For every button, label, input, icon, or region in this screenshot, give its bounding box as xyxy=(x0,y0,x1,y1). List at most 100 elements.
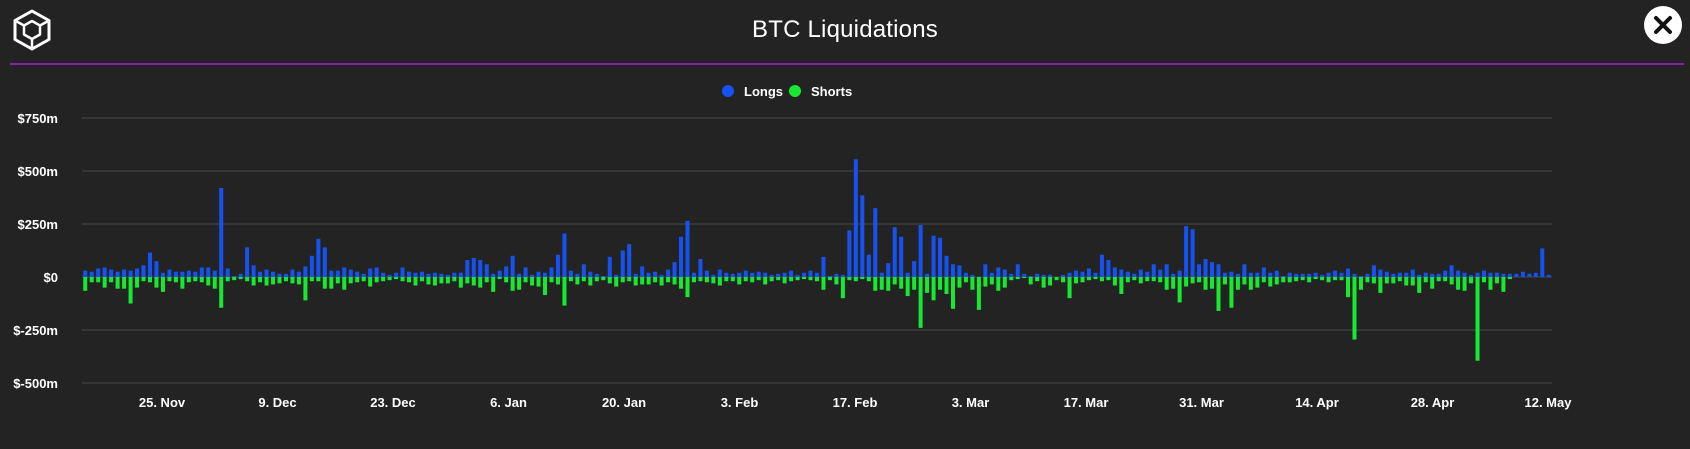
bar-shorts[interactable] xyxy=(368,277,373,287)
bar-longs[interactable] xyxy=(938,237,943,277)
bar-shorts[interactable] xyxy=(827,277,832,281)
bar-shorts[interactable] xyxy=(510,277,515,291)
bar-longs[interactable] xyxy=(517,273,522,277)
bar-shorts[interactable] xyxy=(387,277,392,281)
bar-shorts[interactable] xyxy=(1378,277,1383,293)
bar-longs[interactable] xyxy=(711,274,716,277)
bar-longs[interactable] xyxy=(1119,269,1124,277)
bar-longs[interactable] xyxy=(581,264,586,277)
bar-longs[interactable] xyxy=(607,256,612,277)
bar-longs[interactable] xyxy=(1255,272,1260,277)
bar-longs[interactable] xyxy=(1378,269,1383,277)
bar-longs[interactable] xyxy=(400,267,405,277)
bar-shorts[interactable] xyxy=(970,277,975,290)
bar-shorts[interactable] xyxy=(1210,277,1215,289)
bar-longs[interactable] xyxy=(549,267,554,277)
bar-shorts[interactable] xyxy=(782,277,787,284)
bar-shorts[interactable] xyxy=(549,277,554,283)
bar-longs[interactable] xyxy=(225,268,230,277)
bar-longs[interactable] xyxy=(1261,267,1266,277)
bar-longs[interactable] xyxy=(879,272,884,277)
bar-longs[interactable] xyxy=(1138,269,1143,277)
bar-longs[interactable] xyxy=(1333,270,1338,277)
bar-longs[interactable] xyxy=(374,267,379,277)
bar-shorts[interactable] xyxy=(1501,277,1506,292)
bar-shorts[interactable] xyxy=(1346,277,1351,298)
bar-shorts[interactable] xyxy=(1190,277,1195,284)
close-button[interactable] xyxy=(1644,6,1682,44)
bar-longs[interactable] xyxy=(1099,254,1104,277)
bar-longs[interactable] xyxy=(1106,260,1111,277)
bar-longs[interactable] xyxy=(245,247,250,277)
bar-shorts[interactable] xyxy=(1112,277,1117,286)
bar-longs[interactable] xyxy=(970,274,975,277)
bar-shorts[interactable] xyxy=(1203,277,1208,290)
bar-shorts[interactable] xyxy=(329,277,334,289)
bar-shorts[interactable] xyxy=(737,277,742,285)
bar-shorts[interactable] xyxy=(1274,277,1279,285)
bar-shorts[interactable] xyxy=(614,277,619,287)
bar-longs[interactable] xyxy=(1184,226,1189,277)
bar-longs[interactable] xyxy=(135,268,140,277)
bar-longs[interactable] xyxy=(510,255,515,277)
bar-shorts[interactable] xyxy=(413,277,418,286)
bar-longs[interactable] xyxy=(128,270,133,277)
bar-longs[interactable] xyxy=(1145,271,1150,277)
bar-shorts[interactable] xyxy=(1054,277,1059,281)
bar-shorts[interactable] xyxy=(938,277,943,290)
bar-shorts[interactable] xyxy=(1300,277,1305,281)
bar-longs[interactable] xyxy=(912,261,917,277)
bar-longs[interactable] xyxy=(1112,267,1117,277)
bar-shorts[interactable] xyxy=(666,277,671,283)
bar-longs[interactable] xyxy=(633,273,638,277)
bar-longs[interactable] xyxy=(1520,271,1525,277)
bar-longs[interactable] xyxy=(562,233,567,277)
bar-shorts[interactable] xyxy=(478,277,483,288)
bar-longs[interactable] xyxy=(1501,273,1506,277)
bar-longs[interactable] xyxy=(944,255,949,277)
bar-shorts[interactable] xyxy=(147,277,152,283)
bar-shorts[interactable] xyxy=(1352,277,1357,340)
bar-longs[interactable] xyxy=(206,267,211,277)
bar-longs[interactable] xyxy=(1410,269,1415,277)
bar-shorts[interactable] xyxy=(905,277,910,297)
bar-shorts[interactable] xyxy=(381,277,386,282)
bar-longs[interactable] xyxy=(588,271,593,277)
bar-shorts[interactable] xyxy=(996,277,1001,291)
bar-longs[interactable] xyxy=(1242,264,1247,277)
bar-shorts[interactable] xyxy=(419,277,424,282)
bar-longs[interactable] xyxy=(717,269,722,277)
bar-shorts[interactable] xyxy=(1507,277,1512,280)
bar-shorts[interactable] xyxy=(1462,277,1467,291)
bar-shorts[interactable] xyxy=(711,277,716,284)
bar-longs[interactable] xyxy=(1365,273,1370,277)
bar-shorts[interactable] xyxy=(724,277,729,282)
bar-shorts[interactable] xyxy=(957,277,962,288)
bar-shorts[interactable] xyxy=(1099,277,1104,282)
bar-longs[interactable] xyxy=(1423,272,1428,277)
bar-longs[interactable] xyxy=(193,271,198,277)
bar-longs[interactable] xyxy=(1449,265,1454,277)
bar-shorts[interactable] xyxy=(620,277,625,283)
bar-shorts[interactable] xyxy=(355,277,360,283)
bar-shorts[interactable] xyxy=(290,277,295,284)
bar-shorts[interactable] xyxy=(776,277,781,281)
bar-longs[interactable] xyxy=(1171,273,1176,277)
bar-longs[interactable] xyxy=(167,269,172,277)
bar-shorts[interactable] xyxy=(646,277,651,285)
bar-longs[interactable] xyxy=(141,265,146,277)
bar-longs[interactable] xyxy=(853,159,858,277)
bar-shorts[interactable] xyxy=(439,277,444,284)
bar-longs[interactable] xyxy=(594,273,599,277)
bar-shorts[interactable] xyxy=(517,277,522,290)
bar-longs[interactable] xyxy=(83,270,88,277)
bar-longs[interactable] xyxy=(290,269,295,277)
bar-shorts[interactable] xyxy=(795,277,800,281)
bar-longs[interactable] xyxy=(957,265,962,277)
bar-longs[interactable] xyxy=(737,272,742,277)
bar-longs[interactable] xyxy=(1125,271,1130,277)
bar-shorts[interactable] xyxy=(206,277,211,286)
bar-shorts[interactable] xyxy=(1494,277,1499,284)
bar-shorts[interactable] xyxy=(769,277,774,282)
bar-shorts[interactable] xyxy=(821,277,826,290)
